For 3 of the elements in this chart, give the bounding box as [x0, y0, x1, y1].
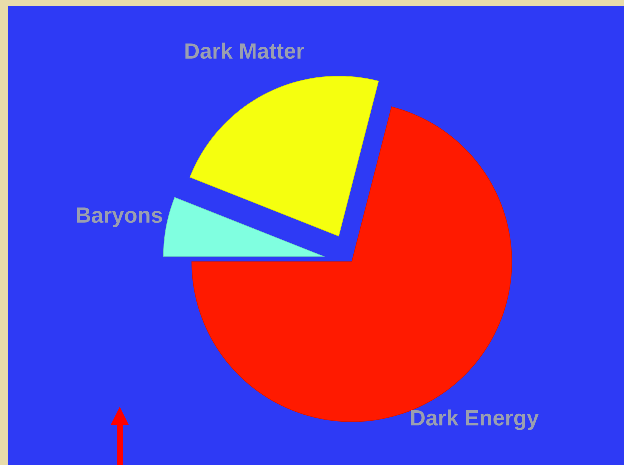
- slice-label: Dark Matter: [186, 42, 304, 60]
- slice-label: Baryons: [77, 208, 162, 228]
- slice-label: Dark Energy: [411, 410, 540, 430]
